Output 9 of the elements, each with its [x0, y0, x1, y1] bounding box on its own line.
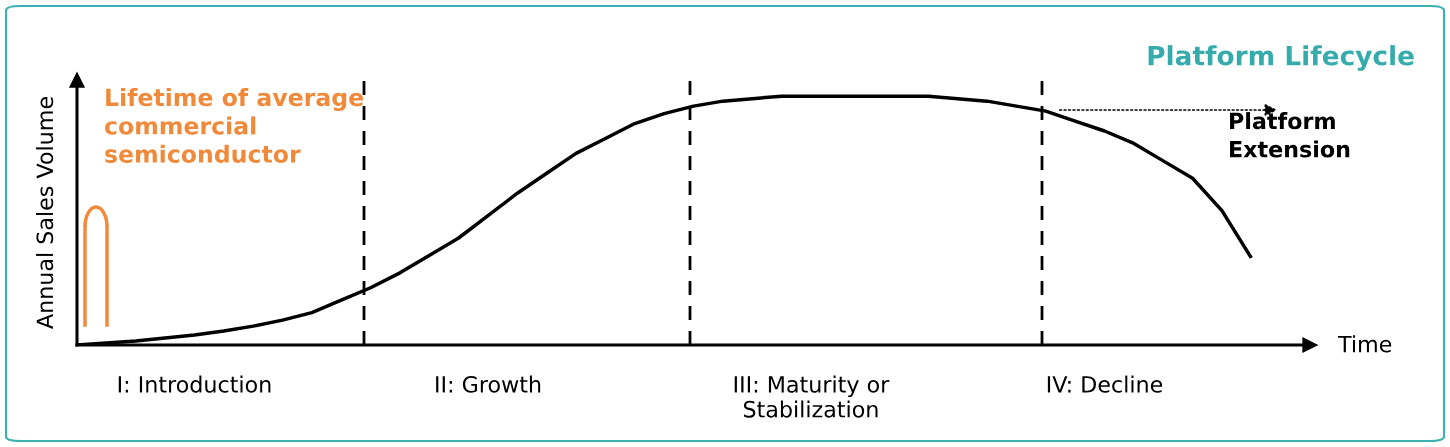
x-tick-label: II: Growth: [436, 375, 541, 393]
chart-title: Platform Lifecycle: [1148, 45, 1414, 71]
y-axis-title: Annual Sales Volume: [36, 97, 54, 329]
x-tick-label: I: Introduction: [118, 375, 271, 393]
annotation: Lifetime of average commercial semiconductor: [105, 88, 364, 163]
x-axis-title: Time: [1337, 335, 1392, 353]
x-tick-label: IV: Decline: [1047, 375, 1163, 393]
annotation: Platform Extension: [1230, 112, 1350, 158]
x-tick-label: III: Maturity or Stabilization: [734, 375, 890, 418]
